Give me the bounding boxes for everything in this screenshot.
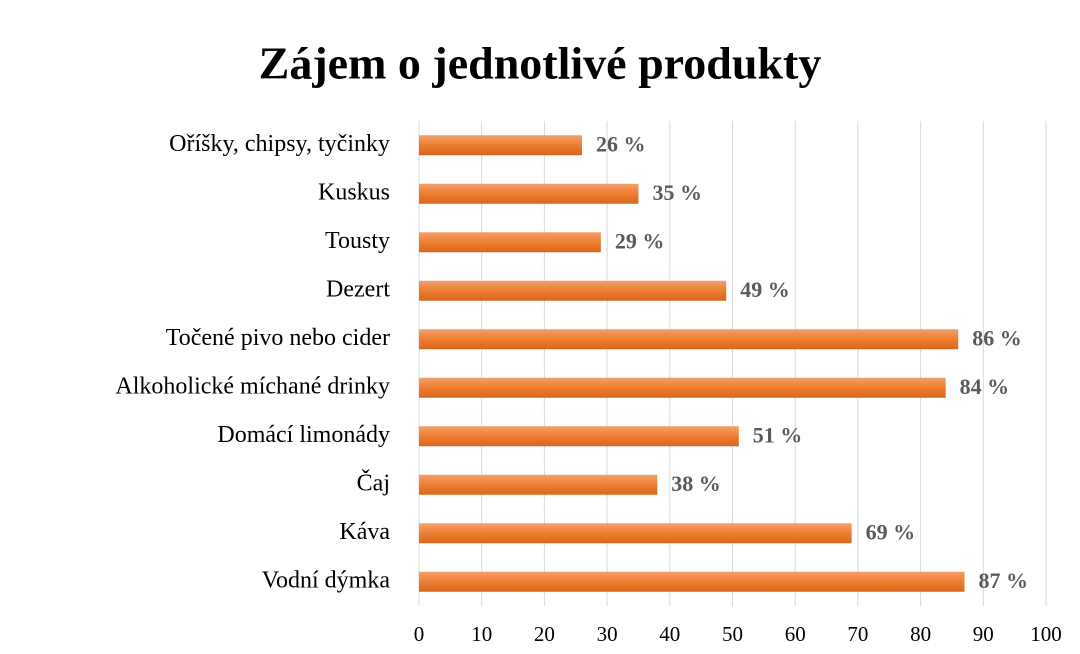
bar (419, 523, 852, 544)
bar (419, 280, 727, 301)
bar (419, 426, 739, 447)
x-tick-label: 100 (1030, 622, 1062, 646)
value-label: 29 % (615, 228, 665, 253)
value-label: 38 % (671, 471, 721, 496)
value-label: 86 % (972, 325, 1022, 350)
value-label: 87 % (978, 568, 1028, 593)
value-label: 26 % (596, 131, 646, 156)
x-tick-label: 90 (973, 622, 994, 646)
bar (419, 183, 639, 204)
y-tick-label: Káva (339, 519, 390, 545)
chart-title: Zájem o jednotlivé produkty (259, 38, 822, 89)
bar (419, 329, 959, 350)
x-tick-label: 80 (910, 622, 931, 646)
bar (419, 232, 601, 253)
bar (419, 571, 965, 592)
x-tick-label: 20 (534, 622, 555, 646)
value-label: 84 % (960, 374, 1010, 399)
y-tick-label: Tousty (325, 228, 390, 254)
y-tick-label: Dezert (326, 276, 390, 302)
x-tick-label: 70 (847, 622, 868, 646)
value-label: 69 % (866, 519, 916, 544)
bar (419, 135, 583, 156)
y-tick-label: Točené pivo nebo cider (166, 325, 390, 351)
bar (419, 474, 658, 495)
x-tick-label: 30 (597, 622, 618, 646)
x-tick-label: 0 (414, 622, 425, 646)
y-tick-label: Vodní dýmka (262, 567, 391, 593)
x-tick-label: 40 (659, 622, 680, 646)
x-tick-label: 10 (471, 622, 492, 646)
y-tick-label: Alkoholické míchané drinky (115, 373, 390, 399)
y-tick-label: Oříšky, chipsy, tyčinky (169, 131, 390, 157)
value-label: 35 % (652, 180, 702, 205)
value-label: 49 % (740, 277, 790, 302)
y-tick-label: Kuskus (318, 179, 390, 205)
value-label: 51 % (753, 422, 803, 447)
x-tick-label: 60 (785, 622, 806, 646)
y-tick-label: Domácí limonády (217, 422, 390, 448)
bar (419, 377, 946, 398)
y-tick-label: Čaj (357, 469, 390, 496)
x-tick-label: 50 (722, 622, 743, 646)
